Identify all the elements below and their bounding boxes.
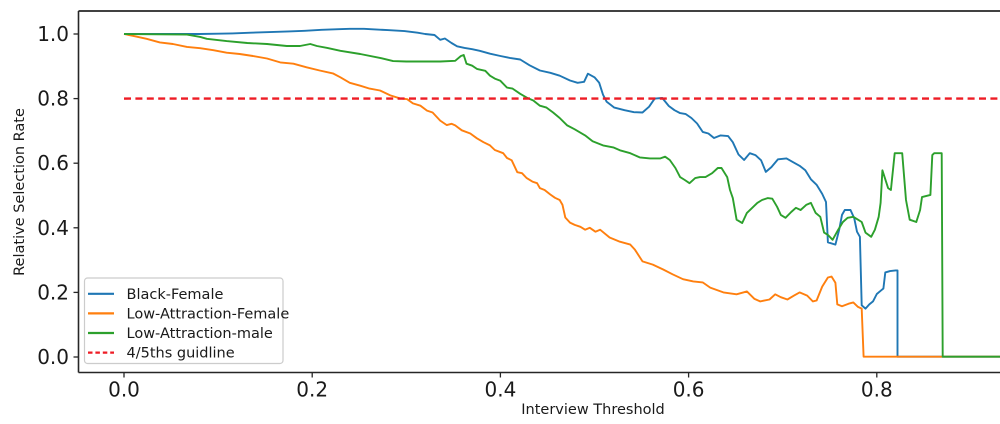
y-tick-label: 0.6 [37,151,69,175]
x-tick-label: 0.2 [296,378,328,402]
legend: Black-Female Low-Attraction-Female Low-Att… [83,277,290,365]
legend-label: Black-Female [127,287,224,303]
legend-box [83,277,284,365]
series-line-low-attraction-male [123,33,1000,358]
y-tick-label: 1.0 [37,22,69,46]
y-axis-label: Relative Selection Rate [12,108,28,276]
legend-label: 4/5ths guidline [127,346,235,362]
x-tick-label: 0.6 [673,378,705,402]
series-line-black-female [124,27,1000,358]
y-tick-label: 0.4 [37,216,69,240]
x-tick-label: 0.8 [861,378,893,402]
y-tick-label: 0.2 [37,280,69,304]
legend-label: Low-Attraction-Female [127,306,290,322]
x-axis-label: Interview Threshold [521,402,665,418]
y-tick-label: 0.8 [37,87,69,111]
x-tick-label: 0.0 [108,378,140,402]
legend-label: Low-Attraction-male [127,326,273,342]
x-tick-label: 0.4 [484,378,516,402]
series-line-low-attraction-female [123,33,1000,358]
y-tick-label: 0.0 [37,345,69,369]
